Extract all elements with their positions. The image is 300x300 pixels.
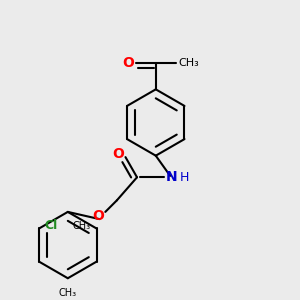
Text: CH₃: CH₃ [59, 288, 77, 298]
Text: O: O [92, 209, 104, 223]
Text: N: N [166, 170, 177, 184]
Text: CH₃: CH₃ [179, 58, 200, 68]
Text: CH₃: CH₃ [73, 220, 91, 231]
Text: O: O [112, 147, 124, 161]
Text: Cl: Cl [45, 219, 58, 232]
Text: H: H [180, 171, 189, 184]
Text: O: O [122, 56, 134, 70]
